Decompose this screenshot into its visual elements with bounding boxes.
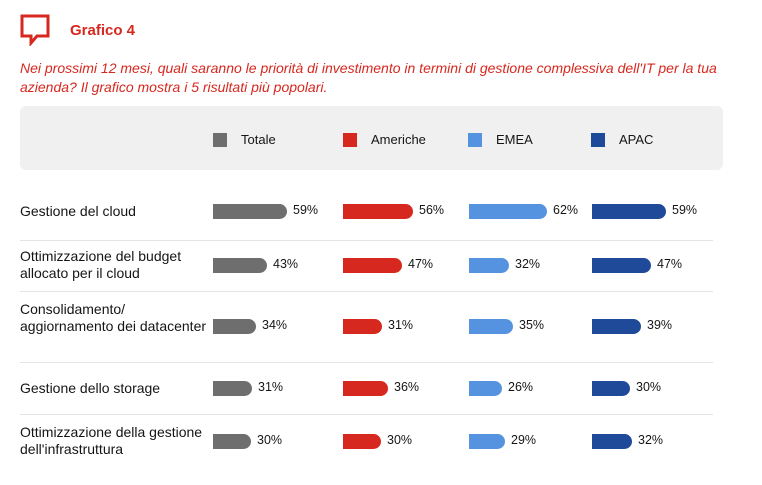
legend-label: APAC xyxy=(619,132,654,147)
data-label: 47% xyxy=(657,257,683,271)
legend-item-americhe: Americhe xyxy=(343,132,426,147)
bar-apac xyxy=(592,258,651,273)
data-label: 31% xyxy=(258,380,284,394)
data-label: 59% xyxy=(672,203,698,217)
row-divider xyxy=(20,240,713,241)
figure-subtitle: Nei prossimi 12 mesi, quali saranno le p… xyxy=(20,60,717,95)
figure-title: Grafico 4 xyxy=(70,21,136,39)
data-label: 59% xyxy=(293,203,319,217)
category-label: Consolidamento/ aggiornamento dei datace… xyxy=(20,301,207,334)
data-label: 26% xyxy=(508,380,534,394)
data-label: 47% xyxy=(408,257,434,271)
data-label: 36% xyxy=(394,380,420,394)
data-label: 31% xyxy=(388,318,414,332)
legend-swatch xyxy=(591,132,605,147)
legend-item-apac: APAC xyxy=(591,132,653,147)
bar-apac xyxy=(592,319,641,334)
data-label: 32% xyxy=(515,257,541,271)
data-label: 30% xyxy=(257,433,283,447)
data-label: 35% xyxy=(519,318,545,332)
figure-header: Grafico 4 xyxy=(20,14,135,46)
category-label: Gestione del cloud xyxy=(20,203,136,219)
bar-totale xyxy=(213,381,252,396)
data-label: 29% xyxy=(511,433,537,447)
data-label: 32% xyxy=(638,433,664,447)
bar-totale xyxy=(213,319,256,334)
category-label: Gestione dello storage xyxy=(20,380,161,396)
bar-emea xyxy=(469,319,513,334)
bar-emea xyxy=(469,381,502,396)
bar-americhe xyxy=(343,381,388,396)
bar-emea xyxy=(469,258,509,273)
legend: Totale Americhe EMEA APAC xyxy=(20,106,723,170)
bar-americhe xyxy=(343,204,413,219)
category-label: Ottimizzazione del budget allocato per i… xyxy=(20,248,182,281)
bar-emea xyxy=(469,204,547,219)
legend-label: EMEA xyxy=(496,132,533,147)
legend-label: Totale xyxy=(241,132,276,147)
legend-item-totale: Totale xyxy=(213,132,276,147)
bar-totale xyxy=(213,258,267,273)
data-label: 30% xyxy=(636,380,662,394)
bar-apac xyxy=(592,204,666,219)
data-label: 39% xyxy=(647,318,673,332)
category-label: Ottimizzazione della gestione dell'infra… xyxy=(20,424,203,457)
data-label: 43% xyxy=(273,257,299,271)
row-divider xyxy=(20,362,713,363)
data-label: 34% xyxy=(262,318,288,332)
chat-bubble-icon xyxy=(20,14,50,46)
bar-totale xyxy=(213,204,287,219)
data-label: 62% xyxy=(553,203,579,217)
legend-swatch xyxy=(343,132,357,147)
bar-americhe xyxy=(343,258,402,273)
legend-label: Americhe xyxy=(371,132,426,147)
data-label: 30% xyxy=(387,433,413,447)
legend-swatch xyxy=(468,132,482,147)
bar-apac xyxy=(592,434,632,449)
bar-emea xyxy=(469,434,505,449)
legend-swatch xyxy=(213,132,227,147)
bar-americhe xyxy=(343,319,382,334)
data-label: 56% xyxy=(419,203,445,217)
legend-item-emea: EMEA xyxy=(468,132,533,147)
bar-americhe xyxy=(343,434,381,449)
row-divider xyxy=(20,414,713,415)
row-divider xyxy=(20,291,713,292)
bar-apac xyxy=(592,381,630,396)
bar-totale xyxy=(213,434,251,449)
